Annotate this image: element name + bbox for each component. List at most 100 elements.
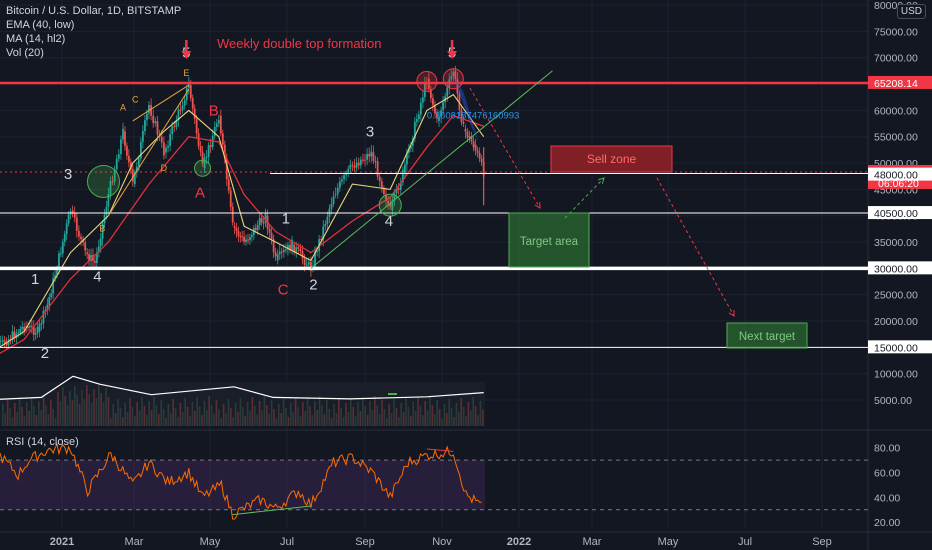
volume-bar <box>364 406 366 426</box>
candle-body <box>169 134 172 146</box>
sell-zone-label: Sell zone <box>587 152 637 166</box>
candle-body <box>247 239 249 241</box>
tag-65208: 65208.14 <box>868 75 932 90</box>
indicator-volume[interactable]: Vol (20) <box>6 47 44 59</box>
candle-body <box>270 232 273 240</box>
volume-bar <box>268 414 270 426</box>
currency-button[interactable]: USD <box>896 4 926 19</box>
candle-body <box>75 217 78 231</box>
indicator-ma[interactable]: MA (14, hl2) <box>6 33 66 45</box>
candle-body <box>480 158 483 162</box>
indicator-ema[interactable]: EMA (40, low) <box>6 19 75 31</box>
volume-bar <box>6 399 9 426</box>
candle-body <box>411 138 414 146</box>
projection-down-1 <box>469 87 541 209</box>
volume-bar <box>328 409 330 426</box>
candle-body <box>464 128 467 132</box>
volume-bar <box>390 413 393 426</box>
volume-bar <box>213 414 215 426</box>
wave-label: 1 <box>31 271 39 288</box>
wave-label: B <box>209 103 219 120</box>
volume-bar <box>347 412 350 426</box>
candle-body <box>389 203 392 207</box>
price-tick-label: 70000.00 <box>874 53 918 65</box>
candle-body <box>293 244 296 253</box>
wave-label: D <box>161 163 168 173</box>
candle-body <box>144 120 146 131</box>
volume-bar <box>230 408 232 426</box>
volume-bar <box>242 407 244 426</box>
volume-bar <box>314 401 316 426</box>
volume-bar <box>186 407 189 426</box>
candle-body <box>189 85 192 99</box>
candle-body <box>173 126 176 128</box>
projection-down-1-head <box>534 201 541 209</box>
tag-30000: 30000.00 <box>868 261 932 275</box>
volume-bar <box>352 407 354 426</box>
volume-bar <box>38 401 40 426</box>
volume-bar <box>158 414 160 426</box>
candle-body <box>372 152 375 161</box>
candle-body <box>332 196 335 204</box>
volume-bar <box>129 398 131 426</box>
candle-body <box>50 293 53 298</box>
candle-body <box>452 72 455 77</box>
volume-bar <box>458 412 460 426</box>
candle-body <box>310 262 312 271</box>
candle-body <box>32 326 35 335</box>
candle-body <box>11 331 14 341</box>
volume-bar <box>155 405 158 426</box>
candle-body <box>15 333 18 339</box>
circle-marker <box>378 193 402 217</box>
candle-body <box>30 325 33 327</box>
volume-bar <box>141 397 143 426</box>
candle-body <box>355 162 358 168</box>
candle-body <box>113 169 116 182</box>
candle-body <box>330 203 333 209</box>
time-tick-label: 2022 <box>507 536 531 548</box>
volume-bar <box>467 402 470 426</box>
candle-body <box>250 235 253 238</box>
rsi-tick-label: 60.00 <box>874 468 900 480</box>
symbol-title[interactable]: Bitcoin / U.S. Dollar, 1D, BITSTAMP <box>6 5 182 17</box>
candle-body <box>152 115 155 124</box>
volume-bar <box>78 404 81 426</box>
candle-body <box>351 164 354 166</box>
rsi-legend[interactable]: RSI (14, close) <box>6 436 79 448</box>
candle-body <box>299 248 302 252</box>
rsi-divergence-bull <box>232 505 311 516</box>
candle-body <box>470 136 473 142</box>
volume-bar <box>71 400 74 426</box>
volume-bar <box>333 404 335 426</box>
volume-bar <box>86 385 88 426</box>
volume-bar <box>234 403 237 426</box>
candle-body <box>237 231 240 236</box>
volume-bar <box>107 397 110 426</box>
volume-bar <box>225 413 227 426</box>
candle-body <box>92 255 94 261</box>
volume-bar <box>470 411 472 426</box>
candle-body <box>378 176 381 182</box>
candle-body <box>458 93 461 110</box>
tag-65208-bg <box>868 75 932 89</box>
candle-body <box>440 110 442 117</box>
wave-label: B <box>99 223 105 233</box>
rsi-band <box>0 460 485 510</box>
volume-bar <box>66 405 69 426</box>
volume-bar <box>256 415 258 426</box>
candle-body <box>27 326 29 328</box>
candle-body <box>450 76 453 80</box>
candle-body <box>0 340 2 342</box>
volume-bar <box>206 410 208 426</box>
time-tick-label: Sep <box>355 536 375 548</box>
volume-bar <box>117 399 119 426</box>
candle-body <box>133 172 136 185</box>
volume-bar <box>174 408 177 426</box>
price-tick-label: 75000.00 <box>874 26 918 38</box>
candle-body <box>191 98 194 109</box>
volume-bar <box>35 415 38 426</box>
candle-body <box>156 121 159 135</box>
candle-body <box>326 216 329 225</box>
volume-bar <box>338 399 340 426</box>
